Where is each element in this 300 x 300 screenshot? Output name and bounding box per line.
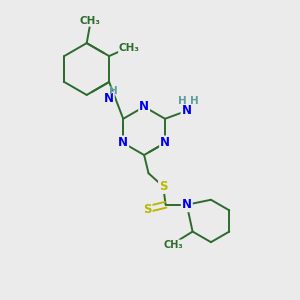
Text: S: S <box>159 180 167 193</box>
Text: CH₃: CH₃ <box>79 16 100 26</box>
Text: CH₃: CH₃ <box>119 43 140 53</box>
Text: N: N <box>182 104 191 117</box>
Text: CH₃: CH₃ <box>163 240 183 250</box>
Text: N: N <box>118 136 128 149</box>
Text: N: N <box>139 100 149 113</box>
Text: S: S <box>143 203 152 216</box>
Text: H: H <box>110 86 118 96</box>
Text: H: H <box>190 96 198 106</box>
Text: N: N <box>104 92 114 105</box>
Text: H: H <box>178 96 187 106</box>
Text: N: N <box>160 136 170 149</box>
Text: N: N <box>182 198 192 211</box>
